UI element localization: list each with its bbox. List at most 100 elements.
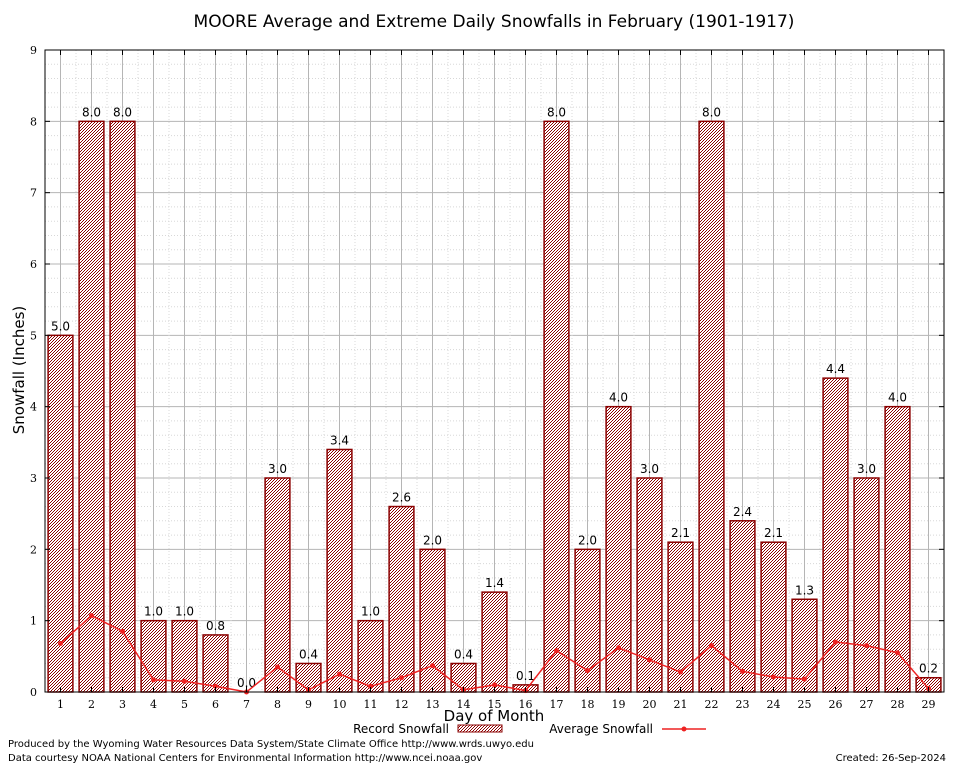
bar-day-27: [853, 477, 880, 693]
x-tick-label: 21: [674, 698, 688, 711]
bar-label-day-20: 3.0: [640, 462, 659, 476]
bar-day-22: [698, 120, 725, 693]
bar-label-day-2: 8.0: [82, 105, 101, 119]
x-tick-label: 7: [243, 698, 250, 711]
average-point-day-20: [647, 657, 652, 663]
average-point-day-24: [771, 674, 776, 680]
average-point-day-2: [89, 613, 94, 619]
x-tick-label: 12: [395, 698, 409, 711]
y-tick-label: 7: [30, 187, 37, 200]
average-point-day-25: [802, 676, 807, 682]
bar-label-day-13: 2.0: [423, 533, 442, 547]
y-tick-label: 8: [30, 115, 37, 128]
x-tick-label: 14: [457, 698, 471, 711]
x-ticks: 1 2 3 4 5 6 7 8 9 10 11 12 13 14 15 16 17 18 19 20 21 22 23 24 2…: [57, 50, 936, 711]
bar-label-day-5: 1.0: [175, 605, 194, 619]
average-point-day-28: [895, 650, 900, 656]
average-point-day-23: [740, 668, 745, 674]
average-point-day-15: [492, 682, 497, 688]
average-point-day-3: [120, 628, 125, 634]
footer-producer: Produced by the Wyoming Water Resources …: [8, 739, 534, 750]
x-tick-label: 4: [150, 698, 157, 711]
bar-day-19: [605, 405, 632, 693]
bar-day-1: [47, 334, 74, 693]
y-tick-label: 9: [30, 44, 37, 57]
bar-label-day-7: 0.0: [237, 676, 256, 690]
bar-label-day-24: 2.1: [764, 526, 783, 540]
x-tick-label: 20: [643, 698, 657, 711]
x-tick-label: 1: [57, 698, 64, 711]
bar-day-28: [884, 405, 911, 693]
x-tick-label: 17: [550, 698, 564, 711]
bar-label-day-25: 1.3: [795, 583, 814, 597]
bar-day-2: [78, 120, 105, 693]
average-point-day-19: [616, 645, 621, 651]
x-tick-label: 5: [181, 698, 188, 711]
bar-label-day-10: 3.4: [330, 433, 349, 447]
bar-label-day-16: 0.1: [516, 669, 535, 683]
y-axis-label: Snowfall (Inches): [10, 306, 28, 434]
x-tick-label: 6: [212, 698, 219, 711]
bar-label-day-11: 1.0: [361, 605, 380, 619]
bar-day-23: [729, 520, 756, 693]
bars-group: 5.0 8.0 8.0 1.0 1.0 0.8 0.0 3.0 0.4 3.4 1.0 2.6 2.0 0…: [47, 105, 942, 693]
average-point-day-21: [678, 669, 683, 675]
x-tick-label: 23: [736, 698, 750, 711]
x-tick-label: 27: [860, 698, 874, 711]
bar-label-day-6: 0.8: [206, 619, 225, 633]
x-tick-label: 22: [705, 698, 719, 711]
bar-label-day-8: 3.0: [268, 462, 287, 476]
x-tick-label: 26: [829, 698, 843, 711]
bar-label-day-23: 2.4: [733, 505, 752, 519]
legend-record-label: Record Snowfall: [353, 722, 449, 736]
legend-average-label: Average Snowfall: [549, 722, 653, 736]
average-point-day-11: [368, 683, 373, 689]
bar-day-24: [760, 541, 787, 693]
bar-day-8: [264, 477, 291, 693]
x-tick-label: 25: [798, 698, 812, 711]
y-tick-label: 4: [30, 401, 37, 414]
bar-day-6: [202, 634, 229, 693]
average-point-day-13: [430, 663, 435, 669]
bar-label-day-27: 3.0: [857, 462, 876, 476]
bar-day-17: [543, 120, 570, 693]
average-point-day-12: [399, 675, 404, 681]
x-axis-label: Day of Month: [444, 707, 545, 725]
bar-label-day-29: 0.2: [919, 662, 938, 676]
y-tick-label: 6: [30, 258, 37, 271]
footer-created: Created: 26-Sep-2024: [835, 753, 946, 764]
x-tick-label: 28: [891, 698, 905, 711]
bar-label-day-12: 2.6: [392, 491, 411, 505]
x-tick-label: 10: [333, 698, 347, 711]
average-point-day-22: [709, 643, 714, 649]
bar-day-10: [326, 448, 353, 693]
y-tick-label: 5: [30, 329, 37, 342]
bar-day-13: [419, 548, 446, 693]
x-tick-label: 8: [274, 698, 281, 711]
x-tick-label: 18: [581, 698, 595, 711]
legend: Record Snowfall Average Snowfall: [353, 722, 706, 736]
bar-label-day-22: 8.0: [702, 105, 721, 119]
bar-day-15: [481, 591, 508, 693]
bar-day-3: [109, 120, 136, 693]
bar-day-21: [667, 541, 694, 693]
x-tick-label: 9: [305, 698, 312, 711]
x-tick-label: 3: [119, 698, 126, 711]
x-tick-label: 16: [519, 698, 533, 711]
footer-courtesy: Data courtesy NOAA National Centers for …: [8, 753, 483, 764]
chart-title: MOORE Average and Extreme Daily Snowfall…: [194, 12, 795, 32]
average-line-group: [58, 613, 931, 695]
bar-day-11: [357, 619, 384, 693]
average-point-day-6: [213, 683, 218, 689]
bar-label-day-4: 1.0: [144, 605, 163, 619]
y-tick-label: 3: [30, 472, 37, 485]
x-tick-label: 11: [364, 698, 378, 711]
bar-label-day-1: 5.0: [51, 319, 70, 333]
bar-label-day-15: 1.4: [485, 576, 504, 590]
y-tick-label: 1: [30, 615, 37, 628]
bar-day-25: [791, 598, 818, 693]
y-tick-label: 0: [30, 686, 37, 699]
y-ticks: 0 1 2 3 4 5 6 7 8 9: [30, 44, 944, 699]
bar-label-day-28: 4.0: [888, 391, 907, 405]
bar-day-12: [388, 505, 415, 693]
